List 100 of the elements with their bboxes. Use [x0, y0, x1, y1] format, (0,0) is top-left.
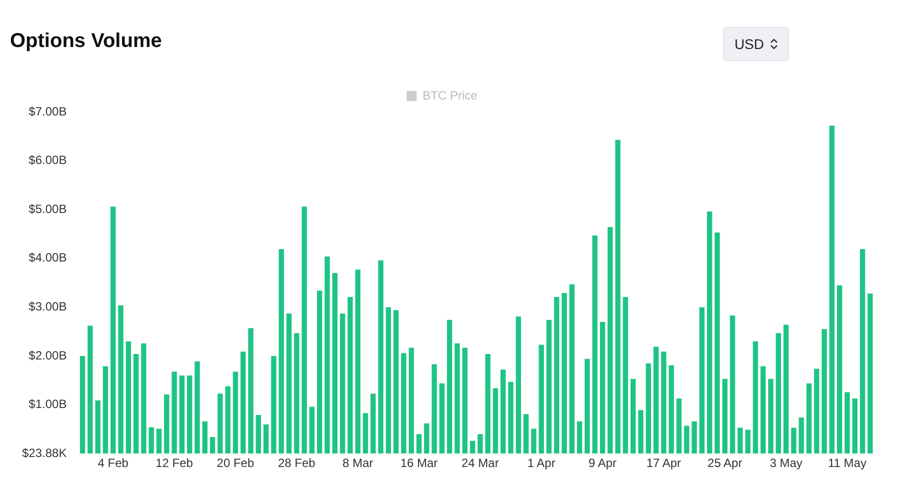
- x-tick-label: 11 May: [828, 456, 866, 470]
- bar: [378, 260, 384, 454]
- x-tick-label: 8 Mar: [342, 456, 374, 470]
- bar: [110, 206, 116, 454]
- bar: [432, 364, 437, 454]
- bar: [653, 346, 659, 454]
- bar: [95, 400, 100, 454]
- bar: [768, 378, 774, 454]
- bar: [798, 417, 804, 454]
- bar: [760, 366, 766, 454]
- x-tick-label: 4 Feb: [98, 456, 129, 470]
- bar: [164, 394, 170, 454]
- bar: [408, 348, 414, 454]
- bar: [745, 430, 750, 454]
- bar: [692, 421, 697, 454]
- bar: [852, 398, 858, 454]
- x-tick-label: 1 Apr: [527, 456, 556, 470]
- bar: [860, 249, 866, 454]
- bar: [194, 361, 200, 454]
- bar: [538, 344, 544, 454]
- bar: [569, 284, 575, 454]
- bar: [508, 382, 514, 454]
- bar: [546, 320, 552, 454]
- bar: [470, 440, 476, 454]
- bar: [638, 410, 644, 454]
- text: USD: [734, 36, 764, 52]
- y-tick-label: $7.00B: [28, 104, 67, 118]
- bar: [446, 320, 452, 454]
- bar: [324, 256, 330, 454]
- bar: [500, 370, 506, 454]
- bar: [738, 428, 743, 454]
- bar: [454, 343, 460, 454]
- bar: [684, 426, 690, 454]
- bar: [393, 310, 399, 454]
- bar: [186, 376, 192, 454]
- bar: [294, 333, 300, 454]
- bar: [661, 352, 666, 454]
- bar: [592, 235, 598, 454]
- bar: [608, 227, 613, 454]
- bar: [248, 328, 254, 454]
- bar: [439, 383, 445, 454]
- bar: [332, 273, 338, 454]
- bar: [462, 348, 468, 454]
- bar: [806, 383, 812, 454]
- bar: [478, 434, 483, 454]
- bar: [554, 296, 560, 454]
- bar: [722, 378, 728, 454]
- bar: [668, 365, 674, 454]
- x-tick-label: 24 Mar: [461, 456, 499, 470]
- x-tick-label: 12 Feb: [156, 456, 194, 470]
- bar: [562, 293, 567, 454]
- bar: [302, 206, 307, 454]
- bar: [286, 314, 292, 454]
- bar: [202, 421, 208, 454]
- bar: [615, 140, 620, 454]
- bar: [80, 356, 86, 454]
- bar: [278, 249, 284, 454]
- bar: [133, 354, 139, 454]
- bar: [783, 324, 789, 454]
- y-tick-label: $6.00B: [28, 153, 67, 168]
- bar: [600, 322, 606, 454]
- bar: [416, 434, 422, 454]
- x-tick-label: 9 Apr: [588, 456, 617, 470]
- bar: [836, 285, 842, 454]
- bar: [584, 358, 590, 454]
- x-tick-label: 25 Apr: [708, 456, 742, 470]
- bar: [370, 394, 376, 454]
- y-tick-label: $3.00B: [28, 300, 67, 314]
- bar: [791, 428, 796, 454]
- bar: [492, 388, 498, 454]
- y-tick-label: $2.00B: [28, 348, 67, 362]
- bar: [868, 294, 873, 454]
- bar: [148, 427, 154, 454]
- y-tick-label: $4.00B: [28, 250, 67, 265]
- legend-label: BTC Price: [422, 88, 478, 102]
- bar: [676, 398, 682, 454]
- bar: [102, 366, 108, 454]
- y-tick-label: $1.00B: [28, 397, 67, 412]
- bar: [822, 329, 827, 454]
- bar: [622, 296, 628, 454]
- bar: [714, 232, 720, 454]
- bar: [386, 307, 392, 454]
- bar: [362, 413, 368, 454]
- bar: [401, 353, 406, 454]
- bar: [126, 341, 132, 454]
- bar: [844, 392, 850, 454]
- bar: [699, 307, 705, 454]
- chart-title: Options Volume: [10, 30, 162, 53]
- bar: [118, 305, 124, 454]
- bar: [340, 314, 346, 454]
- x-tick-label: 28 Feb: [278, 456, 316, 470]
- bar: [523, 414, 529, 454]
- x-tick-label: 16 Mar: [400, 456, 438, 470]
- bar: [706, 212, 712, 454]
- bar: [210, 437, 216, 454]
- bar: [263, 424, 269, 454]
- bar: [646, 363, 652, 454]
- bar: [309, 406, 315, 454]
- bar: [776, 333, 782, 454]
- bar: [88, 326, 93, 454]
